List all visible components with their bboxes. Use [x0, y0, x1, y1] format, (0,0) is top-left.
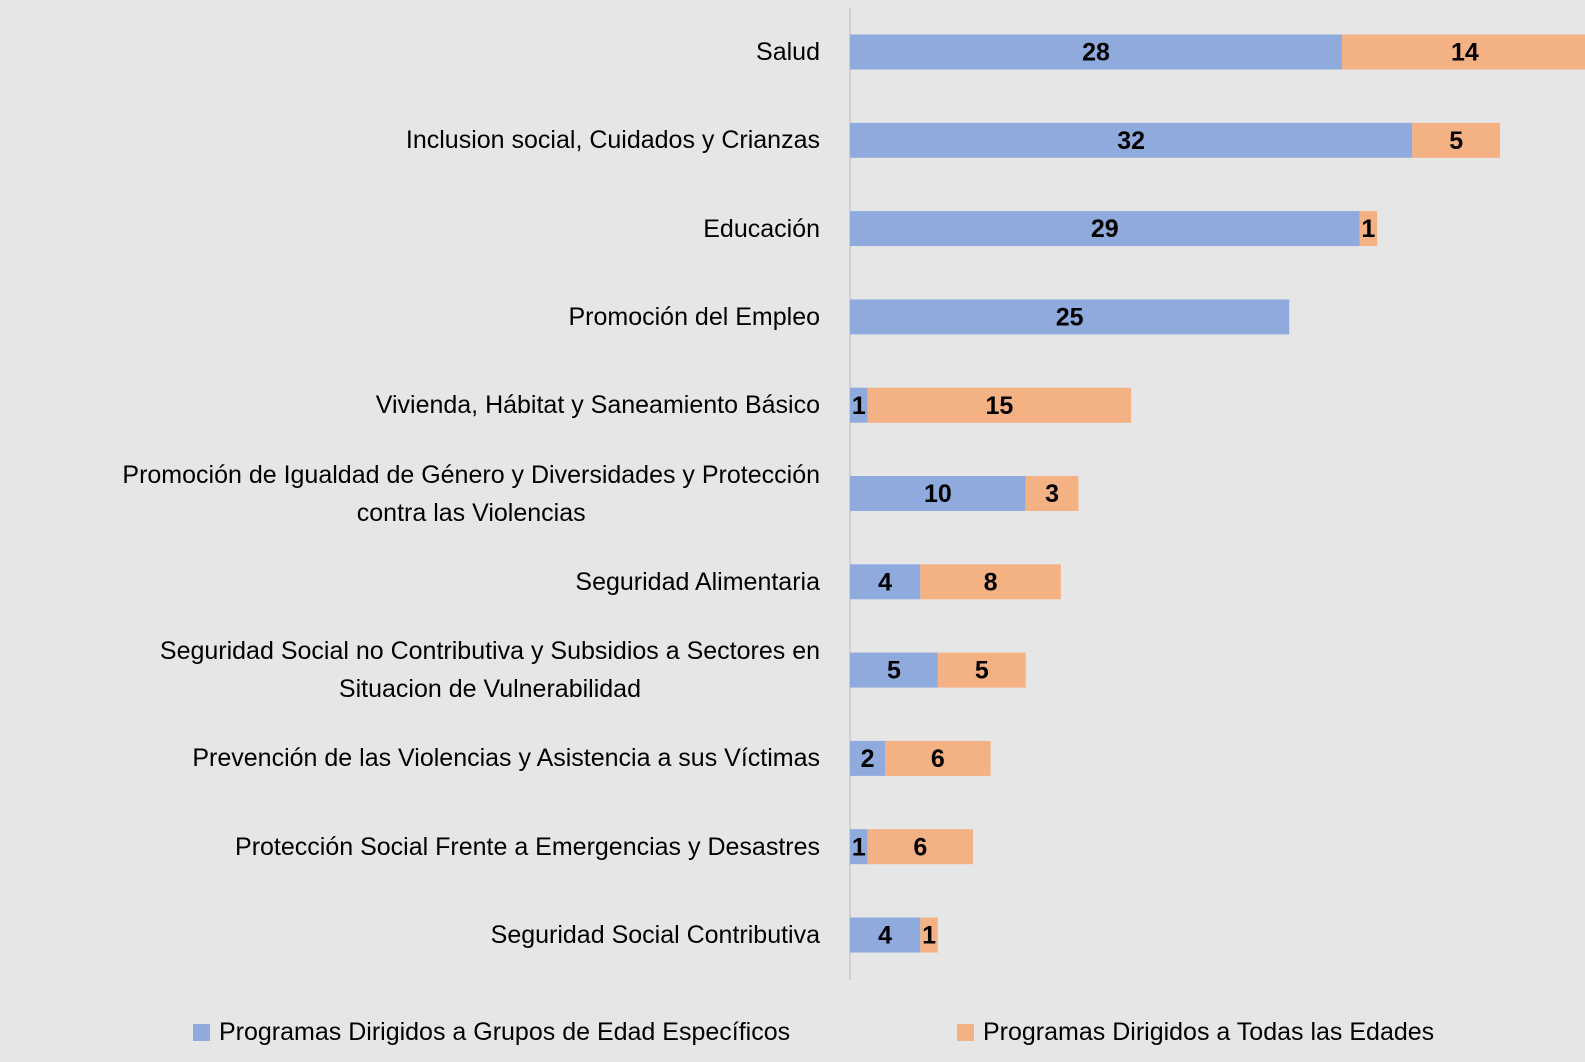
value-label: 29 [1091, 215, 1119, 243]
value-label: 5 [887, 657, 901, 685]
value-label: 10 [924, 480, 952, 508]
bar-segment [850, 34, 1342, 70]
bar-segment [1412, 122, 1501, 158]
value-label: 32 [1117, 127, 1145, 155]
bar-segment [867, 387, 1132, 423]
category-label: Inclusion social, Cuidados y Crianzas [0, 121, 820, 159]
value-label: 1 [1361, 215, 1375, 243]
value-label: 14 [1451, 39, 1479, 67]
category-text: Salud [756, 38, 820, 66]
bar-segment [1341, 34, 1585, 70]
category-text: Seguridad Alimentaria [575, 567, 820, 596]
value-label: 1 [852, 833, 866, 861]
value-label: 4 [878, 922, 892, 950]
value-label: 1 [922, 922, 936, 950]
category-label: Protección Social Frente a Emergencias y… [0, 828, 820, 866]
bar-segment [920, 917, 938, 953]
legend-swatch [957, 1024, 974, 1041]
category-text: Vivienda, Hábitat y Saneamiento Básico [375, 391, 820, 420]
legend-swatch [193, 1024, 210, 1041]
category-text: Inclusion social, Cuidados y Crianzas [405, 126, 820, 155]
bar-segment [850, 299, 1290, 335]
category-label: Seguridad Social no Contributiva y Subsi… [0, 632, 820, 708]
value-label: 5 [975, 657, 989, 685]
value-label: 8 [984, 568, 998, 596]
category-text: Protección Social Frente a Emergencias y… [235, 832, 820, 861]
value-label: 6 [913, 833, 927, 861]
value-label: 5 [1449, 127, 1463, 155]
category-text: Educación [703, 214, 820, 243]
bar-segment [885, 740, 991, 776]
category-label: Vivienda, Hábitat y Saneamiento Básico [0, 386, 820, 424]
bar-segment [1359, 211, 1378, 247]
category-text: Promoción del Empleo [568, 302, 820, 331]
value-label: 6 [931, 745, 945, 773]
bar-segment [850, 476, 1026, 511]
value-label: 15 [985, 392, 1013, 420]
category-text: Seguridad Social no Contributiva y Subsi… [159, 637, 820, 704]
bar-segment [850, 211, 1360, 247]
category-label: Seguridad Alimentaria [0, 563, 820, 601]
category-text: Promoción de Igualdad de Género y Divers… [122, 460, 820, 527]
bar-segment [937, 652, 1026, 688]
value-label: 1 [852, 392, 866, 420]
category-label: Prevención de las Violencias y Asistenci… [0, 739, 820, 777]
bar-segment [850, 917, 921, 953]
bar-segment [850, 740, 886, 776]
legend-label: Programas Dirigidos a Todas las Edades [983, 1018, 1435, 1046]
bar-segment [850, 652, 938, 688]
bar-segment [850, 829, 868, 865]
bar-segment [920, 564, 1061, 600]
category-label: Seguridad Social Contributiva [0, 916, 820, 954]
bar-segment [867, 829, 973, 865]
value-label: 2 [861, 745, 875, 773]
category-label: Promoción del Empleo [0, 298, 820, 336]
value-label: 28 [1082, 39, 1110, 67]
bar-segment [850, 564, 921, 600]
category-label: Salud [0, 33, 820, 71]
category-text: Prevención de las Violencias y Asistenci… [192, 744, 820, 773]
value-label: 3 [1045, 480, 1059, 508]
category-label: Educación [0, 210, 820, 248]
value-label: 25 [1056, 304, 1084, 332]
legend-label: Programas Dirigidos a Grupos de Edad Esp… [219, 1018, 791, 1046]
value-label: 4 [878, 568, 892, 596]
bar-segment [850, 387, 868, 423]
legend-item: Programas Dirigidos a Grupos de Edad Esp… [193, 1018, 790, 1047]
bar-segment [850, 122, 1413, 158]
bar-segment [1025, 476, 1079, 511]
category-text: Seguridad Social Contributiva [490, 921, 820, 949]
legend-item: Programas Dirigidos a Todas las Edades [957, 1018, 1434, 1047]
category-label: Promoción de Igualdad de Género y Divers… [0, 456, 820, 532]
